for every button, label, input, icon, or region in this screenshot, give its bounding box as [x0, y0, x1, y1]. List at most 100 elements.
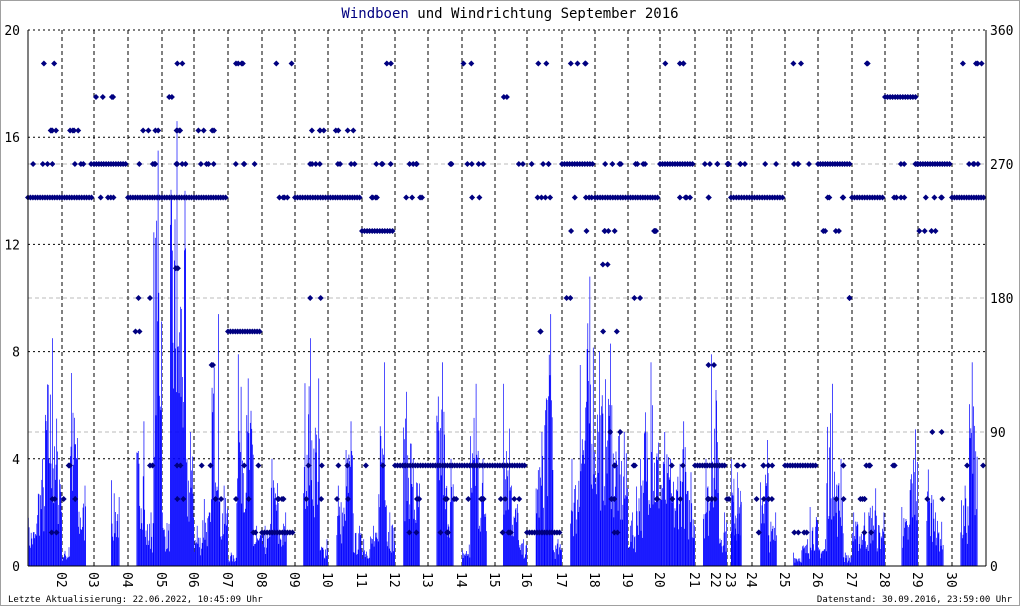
- gust-bar: [477, 450, 479, 566]
- direction-point: [519, 161, 526, 167]
- gust-bar: [161, 321, 162, 566]
- direction-point: [166, 94, 173, 100]
- direction-point: [379, 161, 386, 167]
- gust-bar: [676, 491, 678, 566]
- gust-bar: [251, 428, 253, 566]
- gust-bar: [281, 546, 282, 566]
- direction-point: [741, 161, 748, 167]
- direction-point: [348, 161, 355, 167]
- gust-bar: [537, 470, 539, 566]
- gust-bar: [149, 523, 150, 566]
- gust-bar: [171, 200, 172, 566]
- gust-bar: [194, 540, 196, 566]
- gust-bar: [718, 459, 719, 566]
- gust-bar: [588, 381, 589, 566]
- gust-bar: [625, 495, 626, 566]
- gust-bar: [270, 523, 271, 566]
- gust-bar: [476, 454, 478, 566]
- gust-bar: [556, 543, 558, 566]
- gust-bar: [337, 516, 338, 566]
- gust-bar: [225, 525, 227, 566]
- gust-bar: [671, 502, 673, 566]
- chart-title-accent: Windboen: [341, 6, 408, 22]
- gust-bar: [915, 429, 916, 566]
- gust-bar: [280, 539, 282, 566]
- gust-bar: [118, 537, 119, 566]
- gust-bar: [268, 532, 270, 566]
- direction-point: [901, 161, 908, 167]
- gust-bar: [650, 507, 651, 566]
- gust-bar: [115, 512, 116, 566]
- direction-point: [468, 60, 475, 67]
- direction-point: [676, 60, 683, 67]
- gust-bar: [674, 508, 676, 566]
- gust-bar: [800, 562, 802, 566]
- gust-bar: [469, 557, 471, 566]
- gust-bar: [835, 512, 837, 566]
- gust-bar: [211, 387, 213, 566]
- gust-bar: [257, 539, 259, 566]
- gust-bar: [807, 553, 809, 566]
- direction-point: [135, 295, 142, 301]
- gust-bar: [769, 552, 770, 566]
- direction-point: [478, 496, 485, 502]
- direction-point: [574, 60, 581, 67]
- gust-bar: [840, 458, 842, 566]
- direction-point: [733, 462, 740, 469]
- gust-bar: [525, 545, 527, 566]
- gust-bar: [34, 538, 36, 566]
- gust-bar: [554, 558, 556, 566]
- gust-bar: [871, 505, 873, 566]
- gust-bar: [340, 502, 342, 566]
- gust-bar: [36, 523, 38, 566]
- gust-bar: [245, 492, 247, 566]
- gust-bar: [410, 443, 412, 566]
- gust-bar: [379, 507, 380, 566]
- gust-bar: [515, 508, 517, 566]
- gust-bar: [341, 543, 343, 566]
- gust-bar: [147, 524, 148, 566]
- gust-bar: [70, 456, 71, 566]
- gust-bar: [860, 533, 862, 566]
- direction-point: [511, 496, 518, 502]
- direction-point: [706, 161, 713, 167]
- gust-bar: [705, 513, 706, 566]
- gust-bar: [165, 551, 166, 566]
- gust-bar: [51, 488, 53, 566]
- gust-bar: [660, 500, 661, 566]
- direction-point: [868, 529, 875, 536]
- direction-point: [893, 194, 900, 201]
- direction-point: [676, 194, 683, 201]
- gust-bar: [351, 451, 353, 566]
- gust-bar: [736, 540, 737, 566]
- gust-bar: [63, 557, 64, 566]
- gust-bar: [389, 512, 391, 566]
- gust-bar: [586, 401, 587, 566]
- direction-point: [207, 462, 214, 469]
- direction-point: [30, 161, 37, 167]
- gust-bar: [519, 545, 521, 566]
- gust-bar: [645, 412, 646, 566]
- gust-bar: [865, 548, 867, 566]
- gust-bar: [230, 556, 231, 566]
- gust-bar: [630, 541, 632, 566]
- y-right-tick-label: 270: [990, 158, 1013, 173]
- gust-bar: [913, 472, 915, 566]
- gust-bar: [482, 458, 484, 566]
- gust-bar: [536, 513, 538, 566]
- gust-bar: [877, 548, 879, 566]
- direction-point: [97, 194, 104, 201]
- gust-bar: [582, 455, 584, 566]
- gust-bar: [210, 521, 211, 566]
- gust-bar: [804, 547, 805, 566]
- direction-point: [978, 60, 985, 67]
- gust-bar: [937, 533, 939, 566]
- gust-bar: [577, 512, 579, 566]
- direction-point: [303, 496, 310, 502]
- direction-point: [798, 60, 804, 67]
- gust-bar: [715, 390, 717, 566]
- gust-bar: [679, 463, 681, 566]
- gust-bar: [605, 379, 606, 566]
- direction-point: [601, 228, 608, 234]
- gust-bar: [634, 537, 635, 566]
